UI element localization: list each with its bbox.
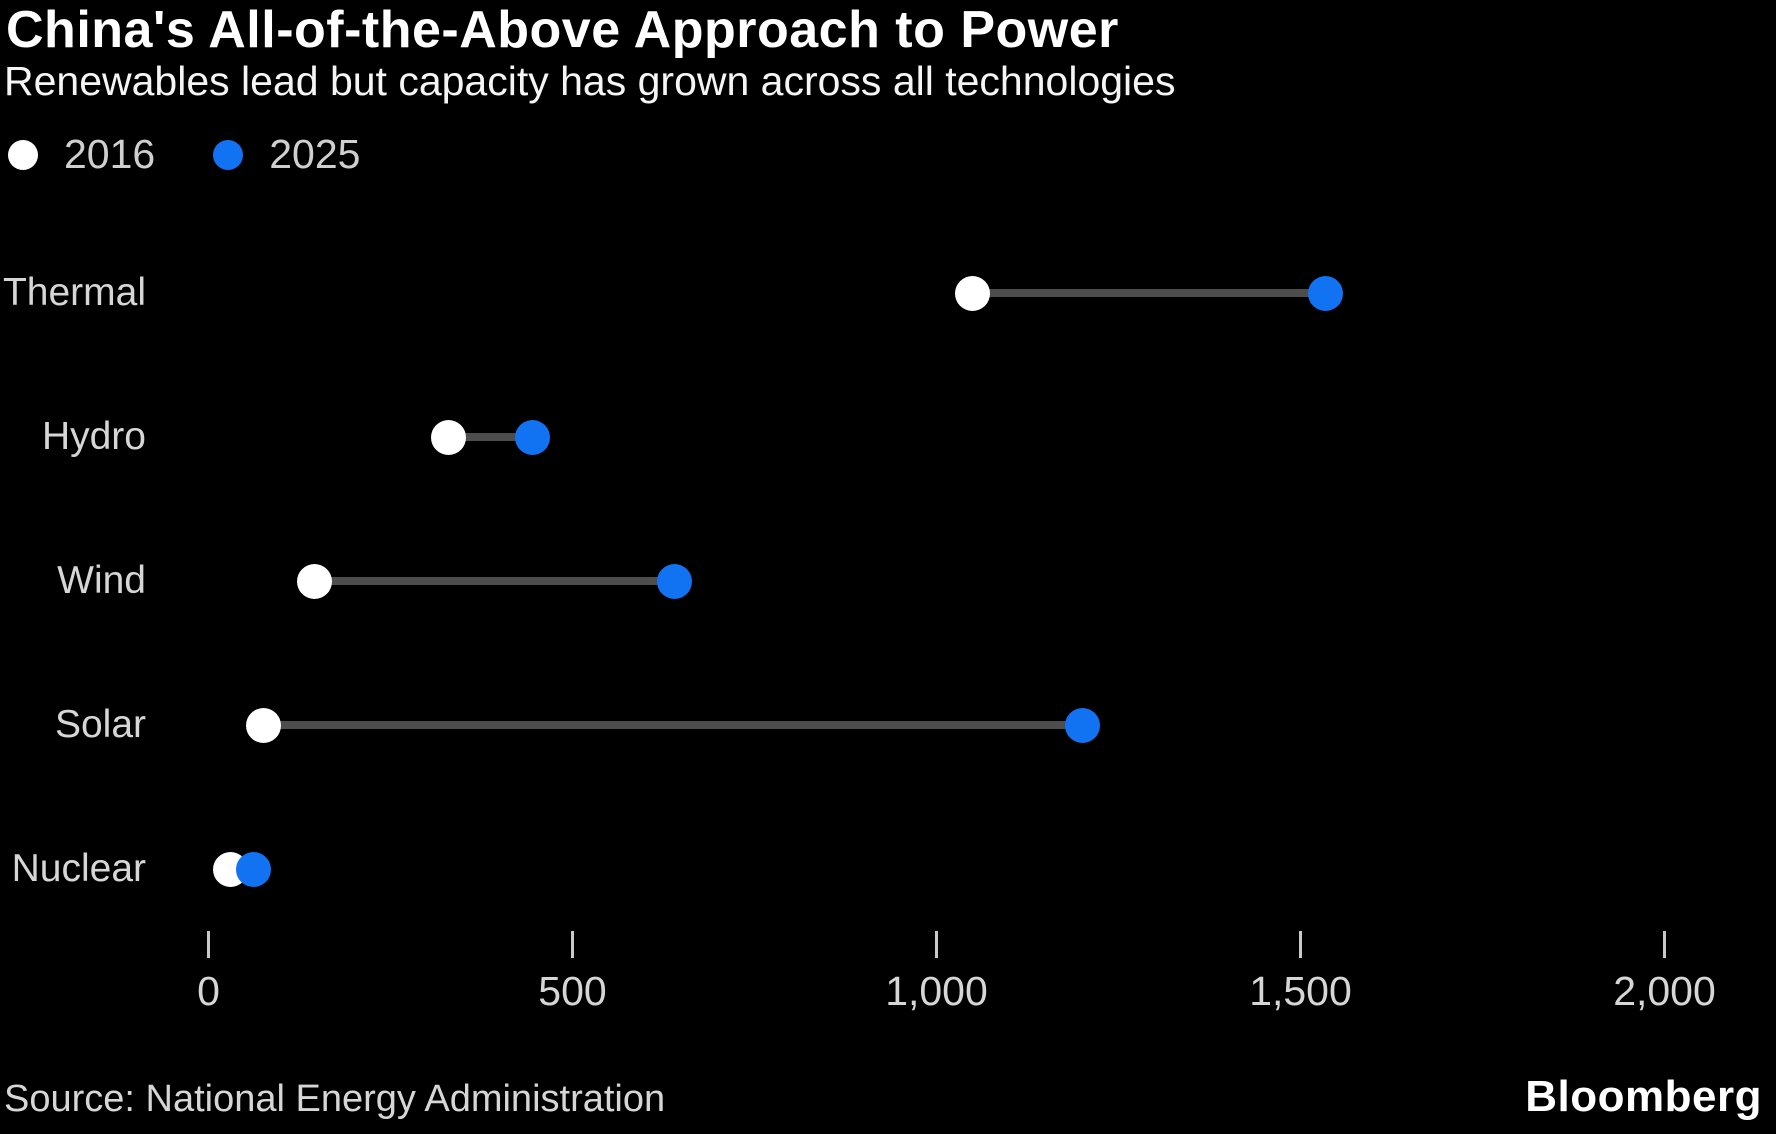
legend-item-2025: 2025 (213, 134, 360, 175)
connector-line (448, 433, 533, 441)
row-label-wind: Wind (57, 559, 146, 602)
axis-tick-label: 500 (538, 968, 607, 1014)
dot-2025-wind (656, 563, 692, 599)
dot-2025-solar (1064, 707, 1100, 743)
legend: 2016 2025 (8, 134, 360, 175)
axis-tick (571, 931, 574, 958)
chart-subtitle: Renewables lead but capacity has grown a… (4, 58, 1176, 104)
chart-title: China's All-of-the-Above Approach to Pow… (6, 1, 1119, 59)
axis-tick (1663, 931, 1666, 958)
dot-2016-hydro (431, 419, 467, 455)
dot-2025-nuclear (236, 851, 272, 887)
dot-2025-thermal (1308, 275, 1344, 311)
axis-tick (935, 931, 938, 958)
axis-tick-label: 0 (197, 968, 220, 1014)
row-label-thermal: Thermal (2, 271, 146, 314)
axis-tick (1299, 931, 1302, 958)
dot-2016-thermal (955, 275, 991, 311)
legend-label-2016: 2016 (64, 131, 156, 177)
dot-2016-wind (296, 563, 332, 599)
connector-line (263, 721, 1083, 729)
axis-tick (207, 931, 210, 958)
dot-2016-solar (245, 707, 281, 743)
legend-label-2025: 2025 (269, 131, 361, 177)
row-label-solar: Solar (54, 703, 146, 746)
axis-tick-label: 1,000 (885, 968, 988, 1014)
axis-tick-label: 1,500 (1249, 968, 1352, 1014)
bloomberg-logo: Bloomberg (1525, 1072, 1762, 1121)
row-label-hydro: Hydro (41, 415, 146, 458)
legend-dot-2025-icon (213, 139, 244, 170)
row-label-nuclear: Nuclear (11, 847, 146, 890)
axis-tick-label: 2,000 (1613, 968, 1716, 1014)
connector-line (314, 577, 675, 585)
legend-item-2016: 2016 (8, 134, 155, 175)
source-note: Source: National Energy Administration (4, 1078, 666, 1120)
dot-2025-hydro (514, 419, 550, 455)
connector-line (972, 289, 1326, 297)
legend-dot-2016-icon (8, 139, 38, 170)
